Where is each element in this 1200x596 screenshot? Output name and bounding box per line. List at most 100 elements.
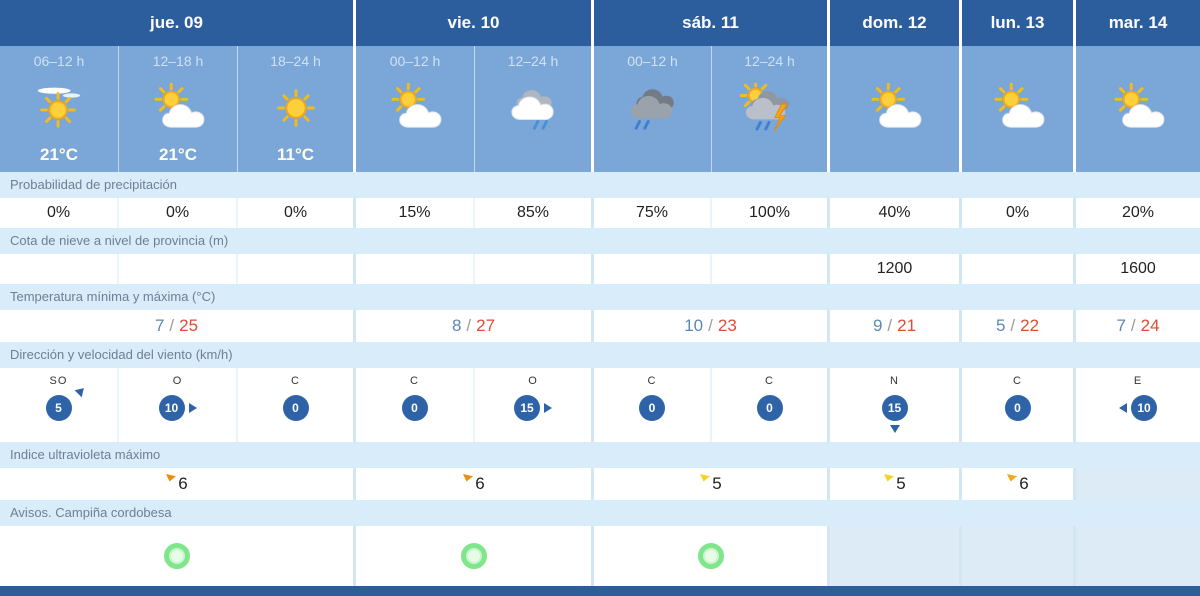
temp-min: 7 [154, 316, 165, 335]
weather-icon [502, 74, 564, 142]
wind-label: Dirección y velocidad del viento (km/h) [0, 342, 1200, 368]
temp-minmax: 9 / 21 [830, 310, 962, 342]
wind-badge: 15 [514, 395, 552, 421]
wind-direction: O [172, 375, 183, 387]
wind-direction: N [890, 375, 899, 387]
forecast-cell: 00–12 h [594, 46, 712, 172]
weather-icon [265, 74, 327, 142]
wind-speed-badge: 0 [401, 395, 428, 421]
wind-direction: C [291, 375, 300, 387]
temp-min: 8 [451, 316, 462, 335]
wind-speed-badge: 10 [158, 395, 185, 421]
uv-cell: 6 [962, 468, 1076, 500]
precip-value: 0% [0, 198, 119, 228]
weather-icon [147, 74, 209, 142]
wind-speed-badge: 5 [45, 395, 72, 421]
forecast-temp: 11°C [276, 145, 315, 164]
precip-value: 20% [1076, 198, 1200, 228]
day-header-jue: jue. 09 [0, 0, 356, 46]
uv-cell: 6 [0, 468, 356, 500]
day-header-sab: sáb. 11 [594, 0, 830, 46]
period-label: 12–18 h [152, 53, 204, 69]
period-label: 12–24 h [744, 53, 795, 69]
forecast-cell: 12–18 h 21°C [119, 46, 238, 172]
wind-speed-badge: 0 [1004, 395, 1031, 421]
weather-icon [739, 74, 801, 142]
snow-value [119, 254, 238, 284]
wind-badge: 5 [45, 384, 87, 421]
wind-direction: SO [49, 375, 68, 387]
forecast-cell: 18–24 h 11°C [238, 46, 356, 172]
uv-flag-icon [462, 473, 474, 486]
temp-max: 21 [897, 316, 917, 335]
weather-icon [28, 74, 90, 142]
snow-value: 1600 [1076, 254, 1200, 284]
day-header-row: jue. 09 vie. 10 sáb. 11 dom. 12 lun. 13 … [0, 0, 1200, 46]
temp-min: 9 [872, 316, 883, 335]
warning-indicator [163, 543, 190, 569]
warning-cell [356, 526, 594, 586]
period-label: 00–12 h [627, 53, 678, 69]
uv-value: 5 [712, 474, 722, 493]
period-label: 00–12 h [389, 53, 441, 69]
wind-speed-badge: 0 [639, 395, 665, 421]
wind-cell: E 10 [1076, 368, 1200, 442]
uv-flag-icon [1006, 473, 1018, 486]
precip-value: 40% [830, 198, 962, 228]
wind-cell: C 0 [712, 368, 830, 442]
snow-level-row: 1200 1600 [0, 254, 1200, 284]
wind-badge: 0 [1004, 395, 1031, 421]
uv-cell: 5 [594, 468, 830, 500]
wind-speed-badge: 15 [881, 395, 908, 421]
wind-badge: 15 [881, 395, 908, 433]
warning-cell [1076, 526, 1200, 586]
period-label: 06–12 h [33, 53, 85, 69]
wind-cell: C 0 [594, 368, 712, 442]
temp-minmax: 7 / 24 [1076, 310, 1200, 342]
wind-badge: 0 [639, 395, 665, 421]
uv-flag-icon [699, 473, 711, 486]
temp-max: 27 [476, 316, 496, 335]
temp-max: 25 [179, 316, 199, 335]
wind-badge: 10 [158, 395, 197, 421]
forecast-temp: 21°C [40, 145, 78, 164]
snow-level-label: Cota de nieve a nivel de provincia (m) [0, 228, 1200, 254]
forecast-cell: 12–24 h [712, 46, 830, 172]
wind-arrow-icon [188, 403, 197, 413]
wind-arrow-icon [1119, 403, 1127, 413]
wind-arrow-icon [544, 403, 552, 413]
temp-minmax: 5 / 22 [962, 310, 1076, 342]
wind-cell: N 15 [830, 368, 962, 442]
warnings-row [0, 526, 1200, 586]
uv-index-row: 6 6 5 5 6 [0, 468, 1200, 500]
precip-value: 0% [119, 198, 238, 228]
temp-separator: / [708, 316, 713, 335]
wind-cell: O 15 [475, 368, 594, 442]
wind-cell: C 0 [356, 368, 475, 442]
precip-value: 0% [238, 198, 356, 228]
forecast-cell [830, 46, 962, 172]
temp-separator: / [466, 316, 472, 335]
warning-green-circle-icon [460, 543, 487, 569]
warning-cell [830, 526, 962, 586]
wind-speed-badge: 10 [1131, 395, 1157, 421]
wind-direction: C [647, 375, 657, 387]
day-header-mar: mar. 14 [1076, 0, 1200, 46]
wind-direction: E [1133, 375, 1143, 387]
uv-value: 5 [896, 474, 906, 493]
weather-icon [987, 74, 1049, 142]
bottom-bar [0, 586, 1200, 596]
wind-badge: 0 [756, 395, 783, 421]
wind-speed-badge: 0 [282, 395, 309, 421]
wind-direction: C [765, 375, 774, 387]
temp-minmax: 8 / 27 [356, 310, 594, 342]
temp-max: 22 [1020, 316, 1040, 335]
uv-value: 6 [475, 474, 485, 493]
precipitation-row: 0% 0% 0% 15% 85% 75% 100% 40% 0% 20% [0, 198, 1200, 228]
precip-value: 100% [712, 198, 830, 228]
weather-icon [864, 74, 926, 142]
wind-arrow-icon [74, 384, 87, 398]
wind-cell: C 0 [238, 368, 356, 442]
precip-value: 0% [962, 198, 1076, 228]
